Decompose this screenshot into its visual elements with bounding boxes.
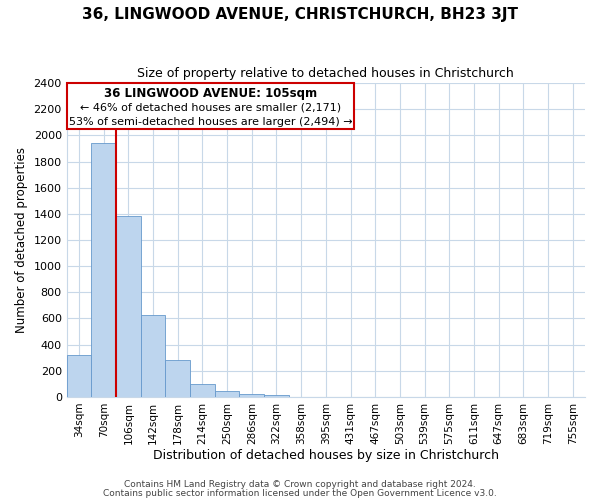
Title: Size of property relative to detached houses in Christchurch: Size of property relative to detached ho…: [137, 68, 514, 80]
Text: Contains public sector information licensed under the Open Government Licence v3: Contains public sector information licen…: [103, 489, 497, 498]
Text: 36, LINGWOOD AVENUE, CHRISTCHURCH, BH23 3JT: 36, LINGWOOD AVENUE, CHRISTCHURCH, BH23 …: [82, 8, 518, 22]
FancyBboxPatch shape: [67, 83, 355, 128]
Y-axis label: Number of detached properties: Number of detached properties: [15, 147, 28, 333]
Text: 36 LINGWOOD AVENUE: 105sqm: 36 LINGWOOD AVENUE: 105sqm: [104, 87, 317, 100]
Bar: [190, 384, 215, 397]
X-axis label: Distribution of detached houses by size in Christchurch: Distribution of detached houses by size …: [153, 450, 499, 462]
Bar: [239, 394, 264, 397]
Bar: [116, 216, 141, 397]
Text: 53% of semi-detached houses are larger (2,494) →: 53% of semi-detached houses are larger (…: [68, 117, 352, 127]
Bar: [166, 360, 190, 397]
Bar: [141, 314, 166, 397]
Bar: [67, 355, 91, 397]
Bar: [215, 391, 239, 397]
Bar: [91, 143, 116, 397]
Text: Contains HM Land Registry data © Crown copyright and database right 2024.: Contains HM Land Registry data © Crown c…: [124, 480, 476, 489]
Text: ← 46% of detached houses are smaller (2,171): ← 46% of detached houses are smaller (2,…: [80, 102, 341, 113]
Bar: [264, 395, 289, 397]
